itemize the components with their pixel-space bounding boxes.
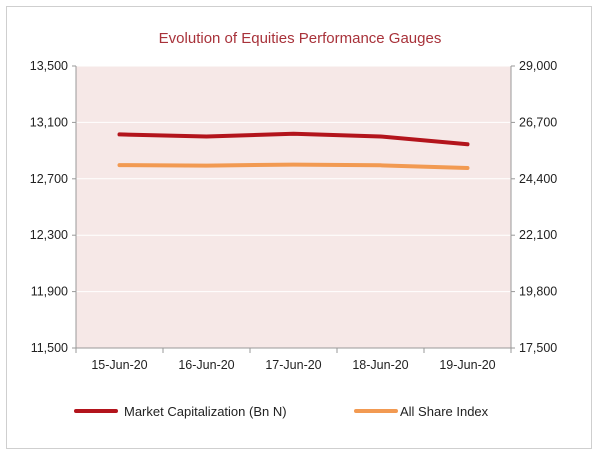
legend-label-2: All Share Index xyxy=(400,404,489,419)
y-right-tick-label: 26,700 xyxy=(519,115,557,129)
y-left-tick-label: 12,300 xyxy=(30,228,68,242)
x-tick-label: 18-Jun-20 xyxy=(352,358,408,372)
x-tick-label: 16-Jun-20 xyxy=(178,358,234,372)
axes: 13,500 29,000 13,100 26,700 12,700 24,400 12,3… xyxy=(30,59,558,372)
y-left-tick-label: 13,100 xyxy=(30,115,68,129)
y-left-tick-label: 12,700 xyxy=(30,172,68,186)
y-right-tick-label: 22,100 xyxy=(519,228,557,242)
chart-title: Evolution of Equities Performance Gauges xyxy=(158,30,442,47)
x-tick-label: 15-Jun-20 xyxy=(91,358,147,372)
legend-label-1: Market Capitalization (Bn N) xyxy=(124,404,287,419)
y-right-tick-label: 24,400 xyxy=(519,172,557,186)
y-right-tick-label: 19,800 xyxy=(519,285,557,299)
plot-area xyxy=(76,66,511,348)
series-lines xyxy=(117,131,470,170)
y-left-tick-label: 11,500 xyxy=(31,341,68,355)
y-left-tick-label: 11,900 xyxy=(31,285,68,299)
series-line-1 xyxy=(117,131,470,147)
y-right-tick-label: 17,500 xyxy=(519,341,557,355)
y-left-tick-label: 13,500 xyxy=(30,59,68,73)
x-tick-label: 17-Jun-20 xyxy=(265,358,321,372)
legend: Market Capitalization (Bn N) All Share In… xyxy=(74,404,489,419)
y-right-tick-label: 29,000 xyxy=(519,59,557,73)
x-tick-label: 19-Jun-20 xyxy=(439,358,495,372)
series-line-2 xyxy=(117,162,470,170)
